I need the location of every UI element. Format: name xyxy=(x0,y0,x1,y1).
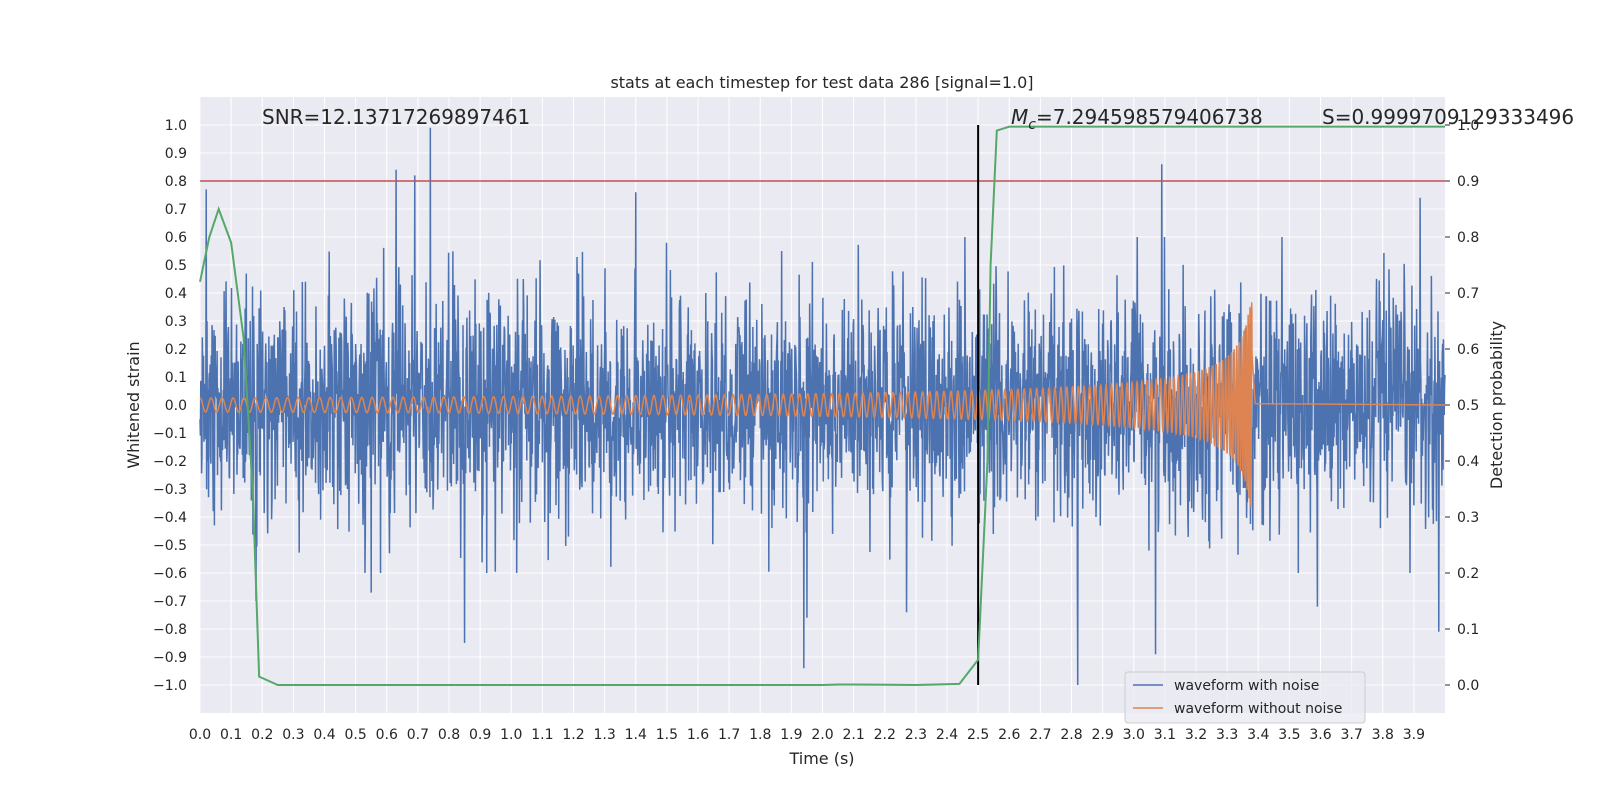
x-tick-label: 2.7 xyxy=(1029,727,1051,743)
x-tick-label: 1.1 xyxy=(531,727,553,743)
y-tick-label: 0.8 xyxy=(165,174,187,190)
x-tick-label: 0.3 xyxy=(282,727,304,743)
x-tick-label: 1.5 xyxy=(656,727,678,743)
y-tick-label: −0.5 xyxy=(153,538,187,554)
y2-tick-label: 0.5 xyxy=(1457,398,1479,414)
x-tick-label: 2.5 xyxy=(967,727,989,743)
score-annotation: S=0.9999709129333496 xyxy=(1322,105,1574,129)
x-tick-label: 2.1 xyxy=(842,727,864,743)
x-tick-label: 2.2 xyxy=(874,727,896,743)
x-tick-label: 3.0 xyxy=(1123,727,1145,743)
legend-label-clean: waveform without noise xyxy=(1174,701,1342,717)
x-tick-label: 3.3 xyxy=(1216,727,1238,743)
series-layer xyxy=(199,125,1446,687)
y2-tick-label: 0.3 xyxy=(1457,510,1479,526)
y-tick-label: −0.3 xyxy=(153,482,187,498)
series-waveform-without-noise xyxy=(199,302,1446,508)
y2-tick-label: 0.1 xyxy=(1457,622,1479,638)
x-axis-ticks: 0.0 0.1 0.2 0.3 0.4 0.5 0.6 0.7 0.8 0.9 1.0 1.1 1.2 1… xyxy=(189,727,1425,743)
x-tick-label: 0.5 xyxy=(344,727,366,743)
y2-tick-label: 0.2 xyxy=(1457,566,1479,582)
x-tick-label: 2.0 xyxy=(811,727,833,743)
x-tick-label: 3.2 xyxy=(1185,727,1207,743)
x-axis-label: Time (s) xyxy=(788,749,854,768)
y-tick-label: −0.9 xyxy=(153,650,187,666)
y2-tick-label: 0.8 xyxy=(1457,230,1479,246)
y-tick-label: 0.7 xyxy=(165,202,187,218)
legend-box xyxy=(1124,671,1366,724)
x-tick-label: 2.8 xyxy=(1060,727,1082,743)
x-tick-label: 3.1 xyxy=(1154,727,1176,743)
x-tick-label: 2.9 xyxy=(1091,727,1113,743)
y-tick-label: −0.4 xyxy=(153,510,187,526)
x-tick-label: 1.9 xyxy=(780,727,802,743)
x-tick-label: 3.4 xyxy=(1247,727,1269,743)
y-tick-label: 0.6 xyxy=(165,230,187,246)
y-tick-label: −0.8 xyxy=(153,622,187,638)
x-tick-label: 0.9 xyxy=(469,727,491,743)
legend-label-noise: waveform with noise xyxy=(1174,678,1319,694)
x-tick-label: 0.6 xyxy=(376,727,398,743)
y-axis-ticks: 1.0 0.9 0.8 0.7 0.6 0.5 0.4 0.3 0.2 0.1 0.0 −0.1 −0.… xyxy=(153,118,187,694)
x-tick-label: 2.4 xyxy=(936,727,958,743)
y-tick-label: −0.1 xyxy=(153,426,187,442)
y2-tick-label: 0.0 xyxy=(1457,678,1479,694)
x-tick-label: 3.6 xyxy=(1309,727,1331,743)
y2-axis-ticks: 1.0 0.9 0.8 0.7 0.6 0.5 0.4 0.3 0.2 0.1 0.0 xyxy=(1445,118,1479,694)
x-tick-label: 0.2 xyxy=(251,727,273,743)
x-tick-label: 0.7 xyxy=(407,727,429,743)
y2-tick-label: 0.4 xyxy=(1457,454,1479,470)
x-tick-label: 1.6 xyxy=(687,727,709,743)
y2-tick-label: 1.0 xyxy=(1457,118,1479,134)
x-tick-label: 0.1 xyxy=(220,727,242,743)
y-tick-label: 1.0 xyxy=(165,118,187,134)
x-tick-label: 0.8 xyxy=(438,727,460,743)
snr-annotation: SNR=12.13717269897461 xyxy=(262,105,530,129)
x-tick-label: 0.0 xyxy=(189,727,211,743)
y-tick-label: 0.5 xyxy=(165,258,187,274)
x-tick-label: 1.3 xyxy=(593,727,615,743)
series-detection-probability xyxy=(199,125,1445,687)
y2-tick-label: 0.7 xyxy=(1457,286,1479,302)
y-tick-label: 0.3 xyxy=(165,314,187,330)
x-tick-label: 2.6 xyxy=(998,727,1020,743)
legend: waveform with noise waveform without noi… xyxy=(1124,671,1366,724)
chirp-mass-symbol: M xyxy=(1011,105,1028,129)
y2-tick-label: 0.6 xyxy=(1457,342,1479,358)
y-tick-label: 0.9 xyxy=(165,146,187,162)
x-tick-label: 3.9 xyxy=(1403,727,1425,743)
x-tick-label: 1.7 xyxy=(718,727,740,743)
x-tick-label: 0.4 xyxy=(313,727,335,743)
y-axis-label: Whitened strain xyxy=(124,341,143,468)
x-tick-label: 1.0 xyxy=(500,727,522,743)
y-tick-label: 0.1 xyxy=(165,370,187,386)
x-tick-label: 1.2 xyxy=(562,727,584,743)
x-tick-label: 1.4 xyxy=(625,727,647,743)
y-tick-label: 0.2 xyxy=(165,342,187,358)
y-tick-label: −0.7 xyxy=(153,594,187,610)
chirp-mass-subscript: c xyxy=(1028,117,1036,133)
y-tick-label: −1.0 xyxy=(153,678,187,694)
y2-tick-label: 0.9 xyxy=(1457,174,1479,190)
x-tick-label: 3.8 xyxy=(1372,727,1394,743)
y2-axis-label: Detection probability xyxy=(1487,321,1506,489)
y-tick-label: −0.2 xyxy=(153,454,187,470)
chirp-mass-annotation: Mc=7.294598579406738 xyxy=(1011,105,1263,133)
y-tick-label: 0.0 xyxy=(165,398,187,414)
x-tick-label: 3.7 xyxy=(1340,727,1362,743)
x-tick-label: 1.8 xyxy=(749,727,771,743)
y-tick-label: −0.6 xyxy=(153,566,187,582)
x-tick-label: 3.5 xyxy=(1278,727,1300,743)
x-tick-label: 2.3 xyxy=(905,727,927,743)
y-tick-label: 0.4 xyxy=(165,286,187,302)
chirp-mass-value: =7.294598579406738 xyxy=(1036,105,1263,129)
chart-title: stats at each timestep for test data 286… xyxy=(610,73,1033,92)
